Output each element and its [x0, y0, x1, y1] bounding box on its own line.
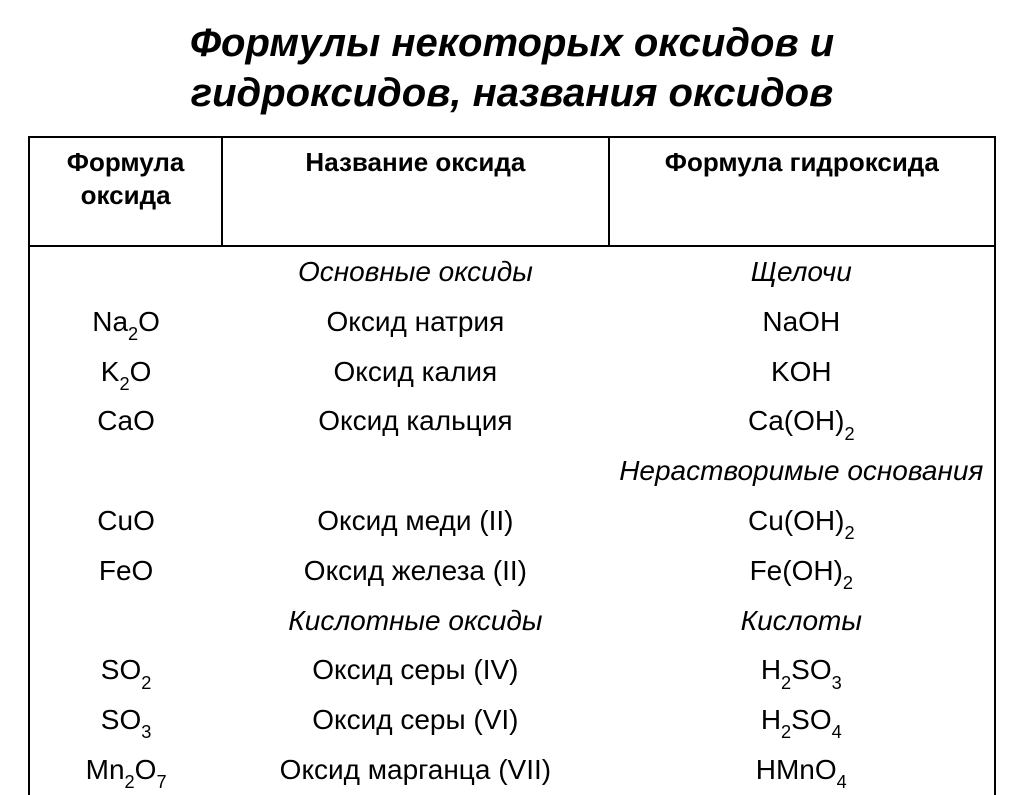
- oxide-name: Оксид железа (II): [222, 546, 608, 596]
- section-row-acidic: Кислотные оксиды Кислоты: [29, 596, 995, 646]
- oxide-formula: Na2O: [29, 297, 222, 347]
- oxide-formula: K2O: [29, 347, 222, 397]
- table-row: FeO Оксид железа (II) Fe(OH)2: [29, 546, 995, 596]
- empty-cell: [29, 446, 222, 496]
- oxide-name: Оксид натрия: [222, 297, 608, 347]
- oxide-formula: CuO: [29, 496, 222, 546]
- table-row: Na2O Оксид натрия NaOH: [29, 297, 995, 347]
- page-title: Формулы некоторых оксидов и гидроксидов,…: [28, 18, 996, 118]
- oxide-name: Оксид марганца (VII): [222, 745, 608, 795]
- section-row-basic: Основные оксиды Щелочи: [29, 246, 995, 297]
- oxide-formula: Mn2O7: [29, 745, 222, 795]
- table-row: SO2 Оксид серы (IV) H2SO3: [29, 645, 995, 695]
- empty-cell: [222, 446, 608, 496]
- hydroxide-formula: KOH: [609, 347, 995, 397]
- col-header-oxide-formula: Формула оксида: [29, 137, 222, 246]
- section-row-insoluble: Нерастворимые основания: [29, 446, 995, 496]
- empty-cell: [29, 246, 222, 297]
- hydroxide-formula: HMnO4: [609, 745, 995, 795]
- hydroxide-formula: H2SO3: [609, 645, 995, 695]
- empty-cell: [29, 596, 222, 646]
- hydroxide-formula: H2SO4: [609, 695, 995, 745]
- hydroxide-formula: Ca(OH)2: [609, 396, 995, 446]
- oxide-formula: FeO: [29, 546, 222, 596]
- hydroxide-formula: Cu(OH)2: [609, 496, 995, 546]
- col-header-hydroxide-formula: Формула гидроксида: [609, 137, 995, 246]
- section-acids: Кислоты: [609, 596, 995, 646]
- table-row: CaO Оксид кальция Ca(OH)2: [29, 396, 995, 446]
- section-acidic-oxides: Кислотные оксиды: [222, 596, 608, 646]
- table-row: Mn2O7 Оксид марганца (VII) HMnO4: [29, 745, 995, 795]
- oxide-name: Оксид серы (IV): [222, 645, 608, 695]
- table-header-row: Формула оксида Название оксида Формула г…: [29, 137, 995, 246]
- oxide-formula: SO2: [29, 645, 222, 695]
- oxides-table: Формула оксида Название оксида Формула г…: [28, 136, 996, 795]
- section-alkalis: Щелочи: [609, 246, 995, 297]
- table-row: K2O Оксид калия KOH: [29, 347, 995, 397]
- oxide-name: Оксид серы (VI): [222, 695, 608, 745]
- oxide-name: Оксид кальция: [222, 396, 608, 446]
- hydroxide-formula: NaOH: [609, 297, 995, 347]
- hydroxide-formula: Fe(OH)2: [609, 546, 995, 596]
- oxide-formula: SO3: [29, 695, 222, 745]
- oxide-name: Оксид меди (II): [222, 496, 608, 546]
- oxide-formula: CaO: [29, 396, 222, 446]
- table-row: CuO Оксид меди (II) Cu(OH)2: [29, 496, 995, 546]
- section-insoluble-bases: Нерастворимые основания: [609, 446, 995, 496]
- page: Формулы некоторых оксидов и гидроксидов,…: [0, 0, 1024, 767]
- col-header-oxide-name: Название оксида: [222, 137, 608, 246]
- section-basic-oxides: Основные оксиды: [222, 246, 608, 297]
- title-line-2: гидроксидов, названия оксидов: [191, 71, 834, 115]
- title-line-1: Формулы некоторых оксидов и: [190, 21, 834, 65]
- table-row: SO3 Оксид серы (VI) H2SO4: [29, 695, 995, 745]
- oxide-name: Оксид калия: [222, 347, 608, 397]
